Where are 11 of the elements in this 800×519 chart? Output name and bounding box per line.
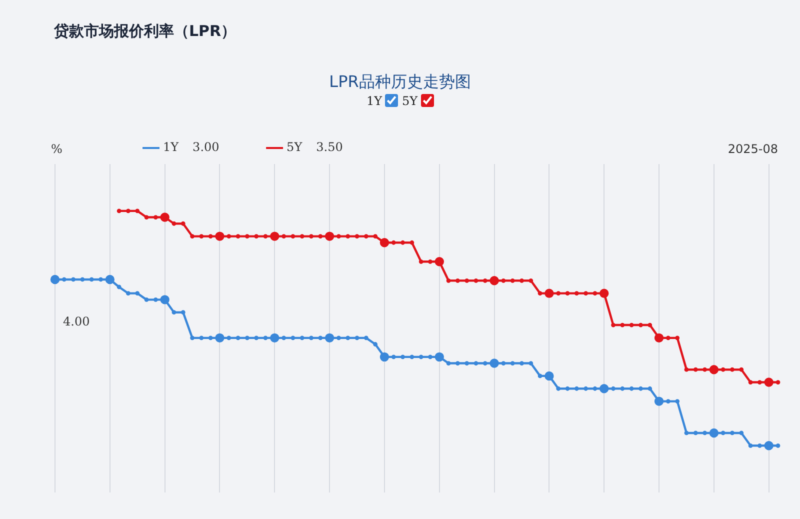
checkbox[interactable]: 5Y: [402, 94, 434, 108]
text: 3.50: [316, 140, 343, 154]
checkbox[interactable]: 1Y: [366, 94, 398, 108]
y-axis-title: %: [51, 142, 62, 156]
text: 3.00: [192, 140, 220, 154]
text: 2025-08: [728, 142, 778, 156]
legend-label: 1Y: [163, 140, 180, 154]
chart-title: 贷款市场报价利率（LPR）: [54, 22, 236, 41]
annotation: 4.00: [63, 314, 90, 328]
chart-subtitle: LPR品种历史走势图: [328, 72, 472, 93]
legend-label: 5Y: [286, 140, 304, 154]
